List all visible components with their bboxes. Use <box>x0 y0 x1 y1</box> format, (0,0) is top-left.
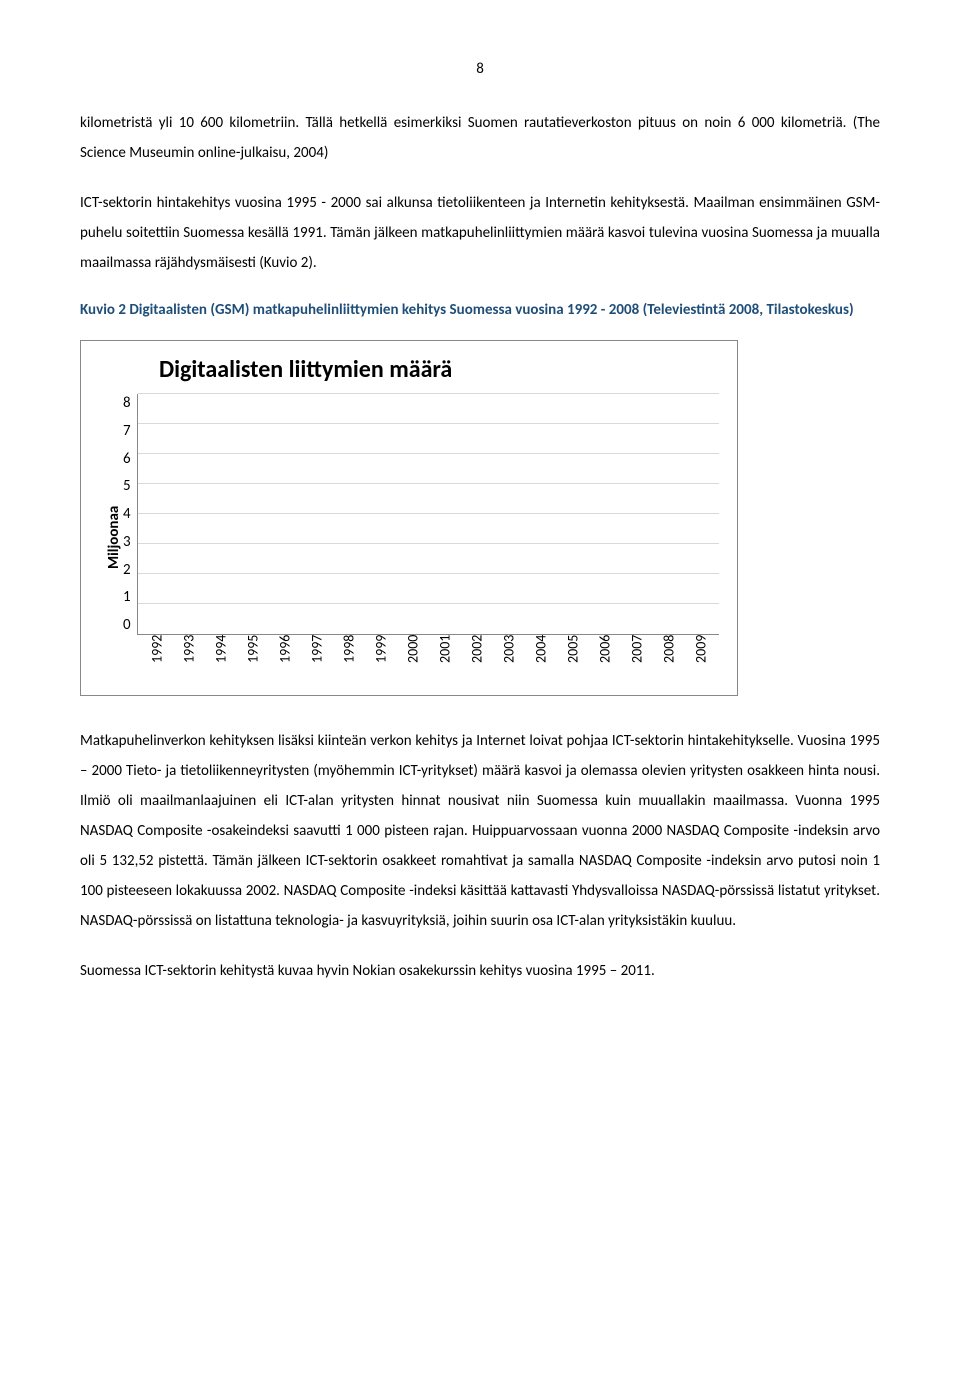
y-tick: 8 <box>123 394 131 412</box>
paragraph-1: kilometristä yli 10 600 kilometriin. Täl… <box>80 108 880 168</box>
y-tick: 3 <box>123 533 131 551</box>
paragraph-4: Suomessa ICT-sektorin kehitystä kuvaa hy… <box>80 956 880 986</box>
x-tick: 1993 <box>173 635 205 681</box>
y-tick: 5 <box>123 477 131 495</box>
x-tick: 2002 <box>461 635 493 681</box>
paragraph-2: ICT-sektorin hintakehitys vuosina 1995 -… <box>80 188 880 278</box>
y-tick: 7 <box>123 422 131 440</box>
y-tick: 6 <box>123 450 131 468</box>
x-tick: 2009 <box>685 635 717 681</box>
x-tick: 2007 <box>621 635 653 681</box>
figure-caption: Kuvio 2 Digitaalisten (GSM) matkapuhelin… <box>80 298 880 322</box>
y-tick: 4 <box>123 505 131 523</box>
x-tick: 1996 <box>269 635 301 681</box>
bars-container <box>138 394 719 634</box>
x-tick: 1999 <box>365 635 397 681</box>
x-tick: 2000 <box>397 635 429 681</box>
y-tick: 0 <box>123 616 131 634</box>
x-tick: 1998 <box>333 635 365 681</box>
page-number: 8 <box>80 60 880 78</box>
x-tick: 2001 <box>429 635 461 681</box>
y-ticks: 8 7 6 5 4 3 2 1 0 <box>123 394 137 634</box>
x-ticks: 1992199319941995199619971998199920002001… <box>123 635 719 681</box>
chart-area: Miljoonaa 8 7 6 5 4 3 2 1 0 19921993199419951996… <box>99 394 719 681</box>
y-tick: 1 <box>123 588 131 606</box>
y-tick: 2 <box>123 561 131 579</box>
x-tick: 2005 <box>557 635 589 681</box>
x-tick: 2008 <box>653 635 685 681</box>
x-tick: 2004 <box>525 635 557 681</box>
chart-container: Digitaalisten liittymien määrä Miljoonaa… <box>80 340 738 696</box>
y-axis-label: Miljoonaa <box>99 394 123 681</box>
paragraph-3: Matkapuhelinverkon kehityksen lisäksi ki… <box>80 726 880 936</box>
x-tick: 2003 <box>493 635 525 681</box>
x-tick: 1992 <box>141 635 173 681</box>
x-tick: 1997 <box>301 635 333 681</box>
x-tick: 1995 <box>237 635 269 681</box>
plot-area <box>137 394 719 635</box>
x-tick: 1994 <box>205 635 237 681</box>
chart-title: Digitaalisten liittymien määrä <box>159 355 719 384</box>
x-tick: 2006 <box>589 635 621 681</box>
